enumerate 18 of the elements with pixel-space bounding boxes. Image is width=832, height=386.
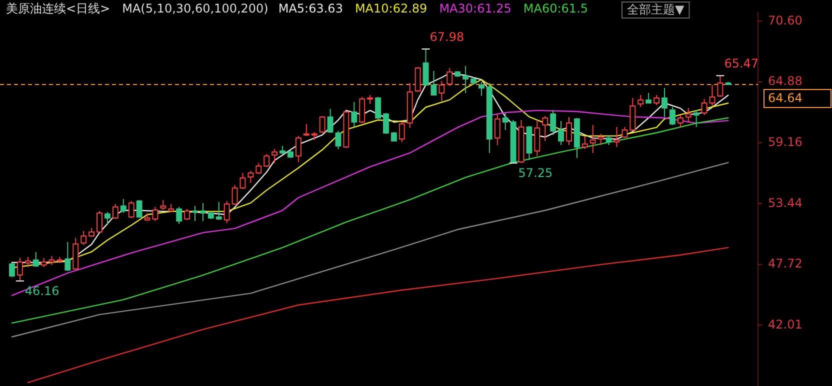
annotation: 67.98 [430, 30, 464, 44]
y-tick-label: 70.60 [768, 13, 802, 28]
chart-title: 美原油连续<日线> [6, 1, 110, 16]
y-tick-label: 64.88 [768, 74, 802, 88]
annotation: 全部主题▼ [627, 2, 685, 16]
annotation: 46.16 [24, 284, 60, 298]
ref-line-label: 64.64 [768, 90, 802, 105]
y-tick-label: 59.16 [768, 135, 802, 150]
annotation: 65.47 [724, 56, 759, 71]
text: MA60:61.5 [523, 1, 588, 16]
y-tick-label: 42.01 [768, 317, 802, 332]
text: MA30:61.25 [439, 1, 512, 16]
y-tick-label: 53.44 [768, 196, 802, 210]
chart-subtitle: MA(5,10,30,60,100,200) [122, 1, 268, 16]
annotation: 57.25 [518, 166, 553, 180]
text: MA10:62.89 [354, 1, 428, 16]
y-tick-label: 47.72 [768, 256, 802, 271]
text: MA5:63.63 [278, 1, 343, 16]
